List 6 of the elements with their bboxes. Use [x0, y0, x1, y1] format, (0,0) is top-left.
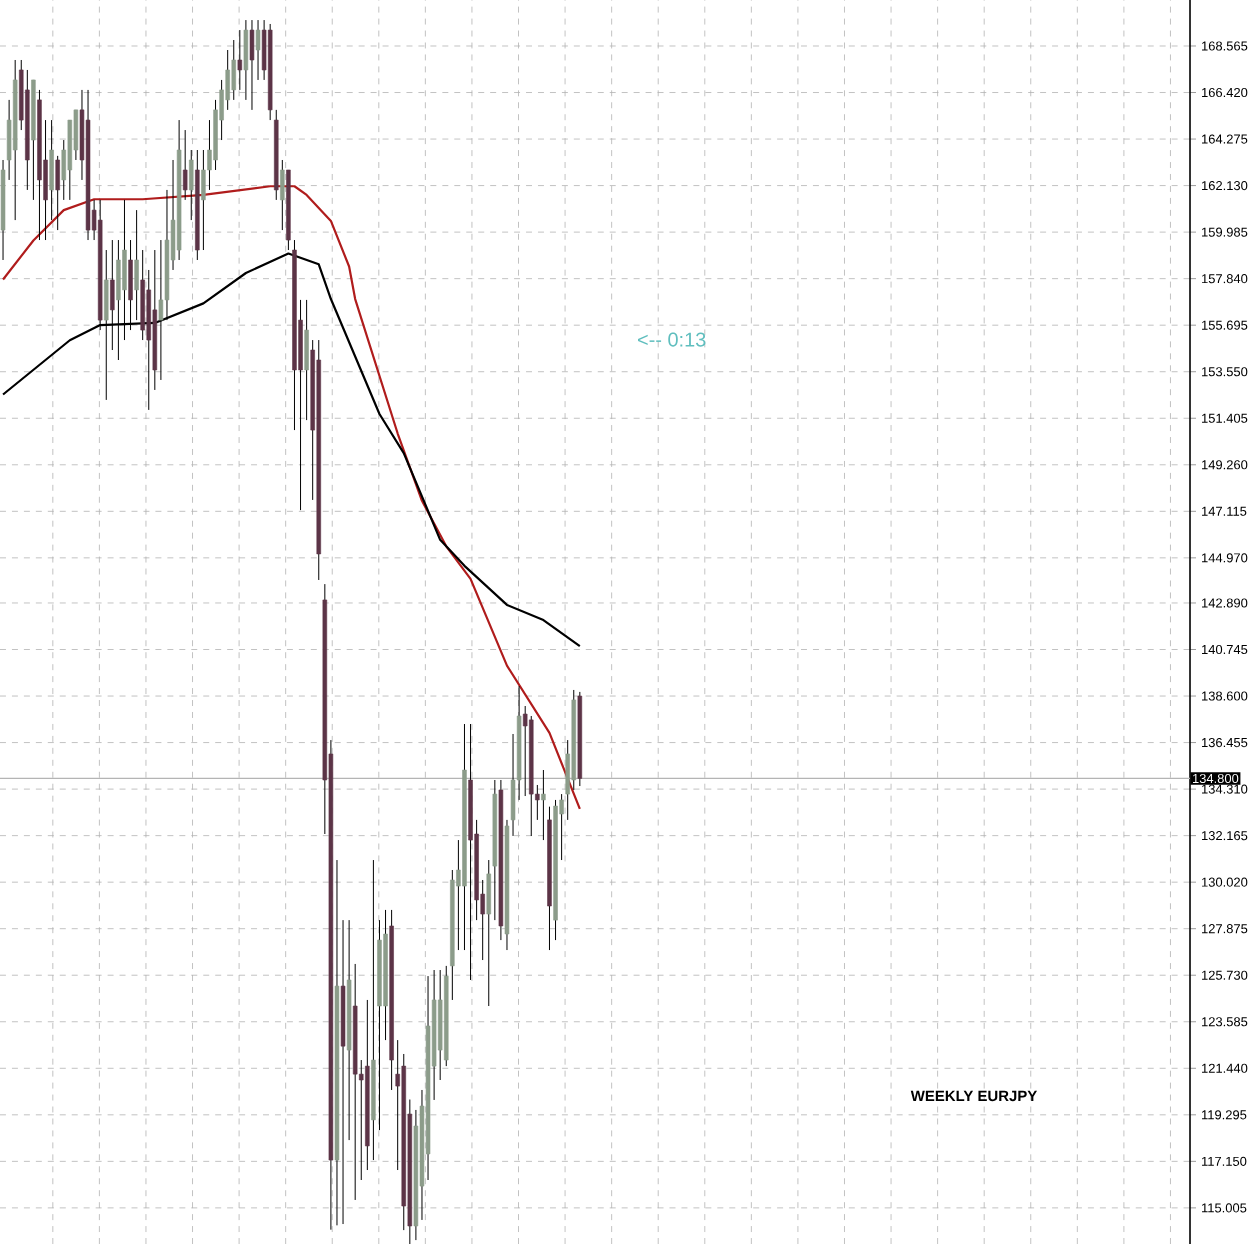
annotation: <-- 0:13	[638, 332, 706, 347]
candlestick	[541, 769, 546, 841]
candlestick	[182, 129, 188, 201]
candlestick	[255, 19, 261, 81]
candlestick	[237, 29, 243, 91]
candlestick	[249, 19, 255, 111]
